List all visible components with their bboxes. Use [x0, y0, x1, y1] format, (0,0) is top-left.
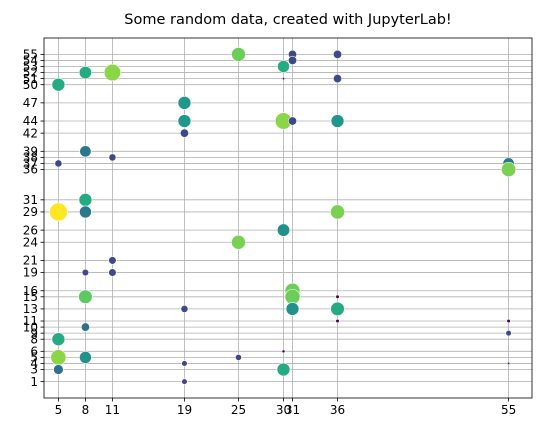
y-tick-label: 54 [23, 54, 38, 68]
plot-area-frame [43, 37, 533, 399]
data-point [53, 364, 64, 375]
data-point [281, 349, 286, 354]
y-tick-label: 15 [23, 290, 38, 304]
data-point [49, 202, 68, 222]
data-point [79, 351, 92, 364]
y-tick-label: 36 [23, 163, 38, 177]
data-point [235, 353, 242, 361]
data-point [79, 145, 92, 158]
data-point [81, 268, 90, 277]
x-tick-label: 19 [177, 403, 192, 417]
x-tick-label: 11 [105, 403, 120, 417]
data-point [51, 332, 66, 347]
data-point [285, 302, 300, 316]
data-point [330, 204, 345, 220]
y-tick-label: 44 [23, 114, 38, 128]
y-tick-label: 16 [23, 284, 38, 298]
y-tick-label: 55 [23, 48, 38, 62]
y-tick-label: 1 [30, 375, 38, 389]
data-point [276, 362, 291, 377]
y-tick-label: 10 [23, 320, 38, 334]
data-point [78, 289, 93, 304]
data-point [332, 74, 343, 84]
x-tick-label: 36 [330, 403, 345, 417]
data-point [501, 161, 517, 178]
y-tick-label: 50 [23, 78, 38, 92]
y-tick-label: 19 [23, 266, 38, 280]
data-point [179, 128, 189, 138]
data-point [181, 378, 188, 385]
data-point [284, 288, 301, 305]
data-point [505, 330, 512, 337]
y-tick-label: 53 [23, 60, 38, 74]
y-tick-label: 24 [23, 235, 38, 249]
x-tick-label: 25 [231, 403, 246, 417]
y-tick-label: 29 [23, 205, 38, 219]
y-tick-label: 39 [23, 145, 38, 159]
y-tick-label: 3 [30, 363, 38, 377]
data-point [50, 349, 67, 366]
data-point [281, 77, 286, 81]
data-point [507, 361, 511, 366]
data-points [49, 47, 517, 385]
y-tick-label: 47 [23, 96, 38, 110]
data-point [506, 318, 511, 324]
y-axis-ticks: 1345689101113151619212426293136373839424… [23, 48, 44, 389]
data-point [177, 96, 192, 110]
y-tick-label: 52 [23, 66, 38, 80]
y-tick-label: 4 [30, 357, 38, 371]
y-tick-label: 21 [23, 254, 38, 268]
data-point [330, 114, 345, 128]
y-tick-label: 6 [30, 345, 38, 359]
data-point [335, 318, 340, 324]
data-point [54, 159, 63, 168]
data-point [181, 360, 188, 367]
data-point [80, 322, 90, 332]
y-tick-label: 51 [23, 72, 38, 86]
y-tick-label: 11 [23, 314, 38, 328]
data-point [108, 268, 117, 277]
y-tick-label: 8 [30, 332, 38, 346]
y-tick-label: 26 [23, 223, 38, 237]
x-tick-label: 31 [285, 403, 300, 417]
y-tick-label: 42 [23, 126, 38, 140]
data-point [79, 205, 92, 219]
y-tick-label: 13 [23, 302, 38, 316]
data-point [276, 223, 291, 237]
data-point [277, 60, 290, 73]
x-tick-label: 55 [501, 403, 516, 417]
chart-title: Some random data, created with JupyterLa… [124, 12, 451, 28]
data-point [103, 63, 122, 82]
data-point [108, 256, 117, 265]
y-tick-label: 9 [30, 326, 38, 340]
data-point [108, 153, 117, 162]
data-point [335, 294, 340, 299]
data-point [330, 301, 345, 317]
data-point [51, 77, 66, 92]
data-point [287, 116, 298, 126]
y-tick-label: 38 [23, 151, 38, 165]
y-tick-label: 37 [23, 157, 38, 171]
y-tick-label: 31 [23, 193, 38, 207]
data-point [231, 47, 246, 62]
data-point [231, 234, 246, 250]
data-point [78, 66, 92, 80]
y-tick-label: 5 [30, 351, 38, 365]
x-tick-label: 8 [82, 403, 90, 417]
x-tick-label: 5 [55, 403, 63, 417]
data-point [177, 114, 192, 128]
data-point [78, 193, 93, 207]
x-tick-label: 30 [276, 403, 291, 417]
data-point [332, 49, 343, 59]
data-point [180, 305, 189, 313]
data-point [287, 55, 298, 65]
